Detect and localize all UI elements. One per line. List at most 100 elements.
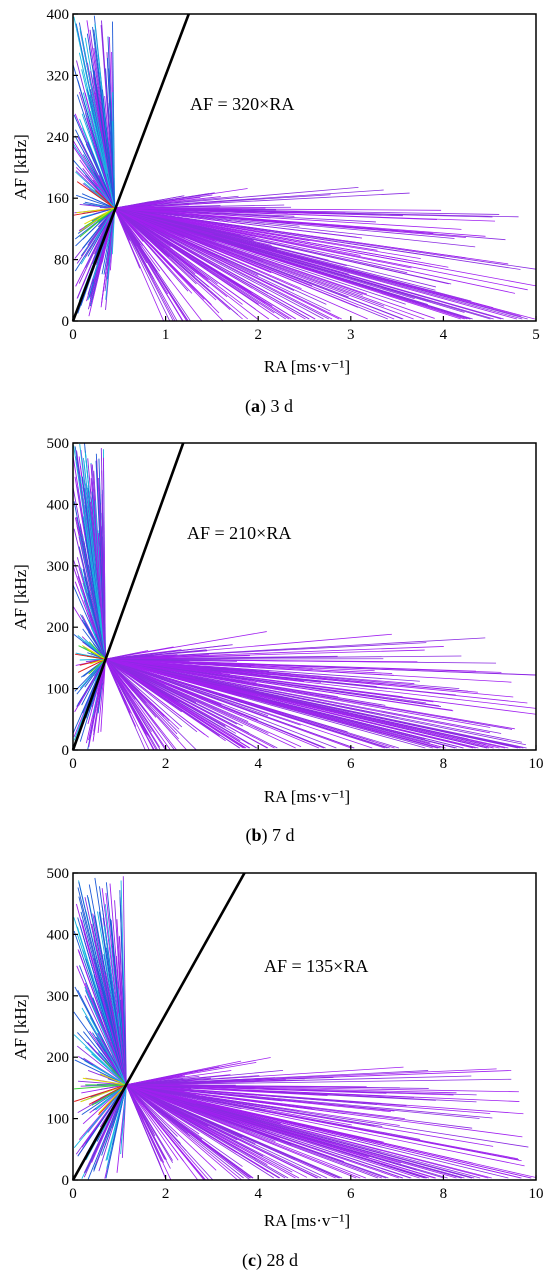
ray-a-489 bbox=[84, 207, 115, 225]
x-tick-label: 2 bbox=[162, 756, 170, 772]
ray-c-244 bbox=[126, 1084, 194, 1113]
ray-c-490 bbox=[95, 1084, 127, 1109]
panel-a-caption-text: 3 d bbox=[266, 396, 293, 416]
ray-a-474 bbox=[103, 208, 116, 275]
ray-c-201 bbox=[126, 1081, 211, 1086]
panel-a-caption-letter: a bbox=[251, 396, 260, 416]
ray-c-326 bbox=[73, 1034, 127, 1086]
ray-c-472 bbox=[95, 1084, 127, 1165]
panel-b-fit-line bbox=[71, 442, 185, 751]
ray-c-220 bbox=[126, 1084, 264, 1088]
ray-a-246 bbox=[114, 207, 184, 220]
ray-b-257 bbox=[105, 658, 176, 750]
panel-b: 0 2 4 6 8 10 0 100 200 300 400 500 AF = 210×RA RA … bbox=[11, 436, 544, 846]
x-tick-label: 10 bbox=[529, 756, 544, 772]
ray-a-102 bbox=[114, 207, 342, 320]
ray-c-459 bbox=[83, 1031, 127, 1086]
panel-c: 0 2 4 6 8 10 0 100 200 300 400 500 AF = 135×RA RA … bbox=[11, 866, 544, 1271]
ray-a-213 bbox=[114, 207, 174, 321]
ray-b-477 bbox=[99, 504, 106, 660]
x-tick-label: 1 bbox=[162, 327, 170, 343]
ray-c-194 bbox=[126, 1084, 236, 1111]
ray-c-118 bbox=[126, 1084, 474, 1164]
ray-b-489 bbox=[90, 658, 106, 665]
ray-a-396 bbox=[94, 207, 116, 241]
panel-a-x-ticks: 0 1 2 3 4 5 bbox=[69, 316, 540, 343]
x-tick-label: 2 bbox=[254, 327, 262, 343]
panel-a-x-axis-label: RA [ms·v⁻¹] bbox=[264, 357, 350, 376]
panel-c-y-axis-label: AF [kHz] bbox=[11, 994, 30, 1060]
ray-a-92 bbox=[114, 207, 414, 320]
ray-a-244 bbox=[114, 207, 159, 213]
ray-b-250 bbox=[105, 658, 206, 721]
ray-c-241 bbox=[126, 1077, 211, 1086]
ray-c-361 bbox=[91, 1053, 127, 1086]
ray-b-70 bbox=[105, 658, 245, 749]
ray-b-407 bbox=[100, 448, 106, 660]
ray-c-312 bbox=[78, 1080, 127, 1086]
y-tick-label: 400 bbox=[47, 927, 70, 943]
ray-c-259 bbox=[126, 1084, 178, 1123]
ray-a-200 bbox=[114, 207, 203, 321]
ray-c-457 bbox=[84, 897, 127, 1085]
ray-a-93 bbox=[114, 207, 310, 320]
ray-b-183 bbox=[105, 644, 233, 660]
ray-a-468 bbox=[86, 117, 116, 209]
y-tick-label: 500 bbox=[47, 866, 70, 882]
ray-a-257 bbox=[114, 207, 169, 295]
y-tick-label: 0 bbox=[62, 1173, 70, 1189]
ray-c-258 bbox=[125, 1084, 144, 1120]
ray-c-217 bbox=[126, 1084, 195, 1108]
ray-c-388 bbox=[82, 1084, 127, 1125]
ray-b-475 bbox=[82, 569, 106, 660]
ray-a-469 bbox=[92, 26, 116, 209]
ray-c-184 bbox=[125, 1084, 179, 1161]
ray-b-483 bbox=[77, 658, 106, 673]
ray-c-486 bbox=[92, 1064, 127, 1086]
panel-c-x-axis-label: RA [ms·v⁻¹] bbox=[264, 1211, 350, 1230]
ray-b-225 bbox=[105, 658, 183, 728]
ray-b-223 bbox=[105, 658, 190, 662]
ray-c-492 bbox=[74, 1084, 127, 1090]
ray-a-460 bbox=[107, 57, 116, 209]
y-tick-label: 400 bbox=[47, 497, 70, 513]
ray-c-122 bbox=[126, 1084, 313, 1110]
ray-c-477 bbox=[119, 1026, 127, 1085]
ray-a-63 bbox=[114, 186, 359, 209]
ray-a-463 bbox=[75, 167, 115, 209]
ray-c-245 bbox=[126, 1084, 264, 1157]
ray-a-196 bbox=[114, 207, 228, 261]
ray-c-473 bbox=[91, 1084, 127, 1163]
ray-c-483 bbox=[88, 1084, 127, 1105]
ray-b-447 bbox=[93, 659, 106, 736]
ray-a-247 bbox=[114, 207, 189, 321]
ray-b-117 bbox=[105, 658, 355, 749]
ray-c-256 bbox=[126, 1066, 224, 1086]
ray-a-256 bbox=[114, 207, 144, 225]
ray-a-479 bbox=[80, 207, 115, 220]
ray-a-485 bbox=[79, 207, 115, 233]
ray-c-218 bbox=[125, 1084, 210, 1180]
ray-b-73 bbox=[105, 658, 523, 743]
ray-b-247 bbox=[105, 658, 140, 692]
ray-a-243 bbox=[114, 207, 239, 316]
ray-a-229 bbox=[114, 207, 155, 280]
ray-b-205 bbox=[105, 658, 146, 750]
panel-b-caption: (b) 7 d bbox=[245, 825, 294, 846]
x-tick-label: 5 bbox=[532, 327, 540, 343]
ray-a-490 bbox=[96, 186, 116, 209]
ray-b-490 bbox=[79, 658, 106, 661]
ray-a-255 bbox=[114, 207, 149, 240]
ray-c-455 bbox=[94, 877, 127, 1085]
ray-c-260 bbox=[74, 1059, 127, 1086]
panel-a-y-ticks: 0 80 160 240 320 400 bbox=[47, 7, 78, 330]
ray-a-454 bbox=[75, 207, 115, 247]
ray-a-492 bbox=[88, 207, 115, 230]
ray-c-232 bbox=[126, 1084, 279, 1141]
ray-a-487 bbox=[95, 190, 116, 209]
ray-b-493 bbox=[81, 645, 106, 660]
ray-c-31 bbox=[126, 1084, 493, 1119]
ray-a-491 bbox=[76, 181, 115, 209]
ray-c-137 bbox=[126, 1084, 445, 1179]
ray-a-231 bbox=[114, 207, 237, 246]
